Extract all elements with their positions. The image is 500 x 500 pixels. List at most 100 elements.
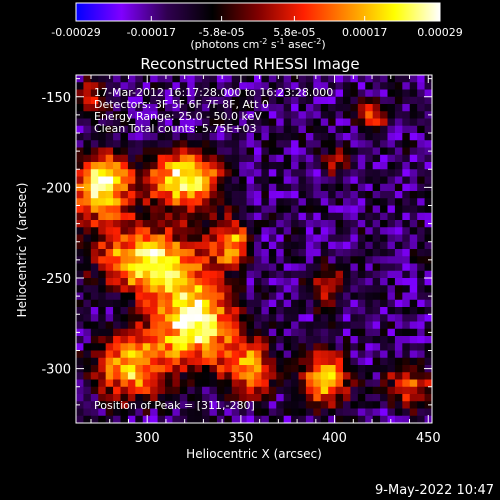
heatmap-cell — [276, 162, 285, 170]
heatmap-cell — [365, 321, 374, 330]
heatmap-cell — [357, 75, 366, 83]
heatmap-cell — [194, 372, 203, 380]
heatmap-cell — [417, 111, 425, 119]
heatmap-cell — [372, 183, 381, 192]
heatmap-cell — [113, 183, 121, 192]
heatmap-cell — [76, 350, 84, 359]
heatmap-cell — [268, 256, 277, 264]
heatmap-cell — [417, 343, 425, 351]
heatmap-cell — [165, 234, 173, 243]
heatmap-cell — [417, 336, 425, 344]
heatmap-cell — [105, 336, 114, 344]
heatmap-cell — [83, 125, 92, 134]
heatmap-cell — [380, 234, 388, 243]
heatmap-cell — [298, 314, 307, 322]
heatmap-cell — [142, 365, 151, 373]
heatmap-cell — [209, 372, 218, 380]
heatmap-cell — [365, 307, 374, 315]
heatmap-cell — [127, 321, 136, 330]
heatmap-cell — [305, 191, 314, 199]
heatmap-cell — [335, 176, 344, 185]
heatmap-cell — [246, 328, 255, 337]
heatmap-cell — [105, 249, 114, 257]
heatmap-cell — [394, 408, 403, 417]
heatmap-cell — [187, 278, 196, 286]
heatmap-cell — [194, 82, 203, 90]
heatmap-cell — [105, 357, 114, 366]
heatmap-cell — [261, 343, 270, 351]
heatmap-cell — [231, 154, 240, 163]
heatmap-cell — [98, 154, 107, 163]
heatmap-cell — [209, 234, 218, 243]
heatmap-cell — [298, 336, 307, 344]
heatmap-cell — [202, 314, 210, 322]
heatmap-cell — [283, 365, 292, 373]
heatmap-cell — [335, 350, 344, 359]
heatmap-cell — [254, 205, 262, 214]
heatmap-cell — [328, 133, 336, 141]
heatmap-cell — [350, 191, 359, 199]
heatmap-cell — [90, 307, 99, 315]
heatmap-cell — [350, 205, 359, 214]
heatmap-cell — [157, 357, 166, 366]
heatmap-cell — [142, 270, 151, 279]
heatmap-cell — [380, 241, 388, 250]
heatmap-cell — [113, 205, 121, 214]
heatmap-cell — [268, 408, 277, 417]
heatmap-cell — [417, 270, 425, 279]
heatmap-cell — [216, 328, 225, 337]
heatmap-cell — [417, 176, 425, 185]
heatmap-cell — [165, 205, 173, 214]
heatmap-cell — [231, 321, 240, 330]
heatmap-cell — [172, 328, 181, 337]
heatmap-cell — [165, 96, 173, 105]
heatmap-cell — [224, 205, 233, 214]
heatmap-cell — [202, 321, 210, 330]
heatmap-cell — [172, 343, 181, 351]
heatmap-cell — [335, 415, 344, 424]
heatmap-cell — [127, 176, 136, 185]
heatmap-cell — [335, 104, 344, 112]
heatmap-cell — [187, 292, 196, 301]
heatmap-cell — [194, 75, 203, 83]
heatmap-cell — [380, 321, 388, 330]
heatmap-cell — [298, 227, 307, 235]
heatmap-cell — [328, 191, 336, 199]
heatmap-cell — [165, 350, 173, 359]
heatmap-cell — [194, 89, 203, 98]
heatmap-cell — [105, 220, 114, 228]
heatmap-cell — [372, 104, 381, 112]
heatmap-cell — [120, 408, 129, 417]
heatmap-cell — [387, 350, 396, 359]
heatmap-cell — [276, 169, 285, 177]
heatmap-cell — [76, 263, 84, 272]
heatmap-cell — [127, 118, 136, 127]
heatmap-cell — [98, 292, 107, 301]
heatmap-cell — [313, 292, 322, 301]
heatmap-cell — [83, 270, 92, 279]
heatmap-cell — [157, 183, 166, 192]
heatmap-cell — [246, 292, 255, 301]
heatmap-cell — [276, 357, 285, 366]
heatmap-cell — [313, 111, 322, 119]
heatmap-cell — [305, 234, 314, 243]
heatmap-cell — [261, 205, 270, 214]
heatmap-cell — [276, 176, 285, 185]
heatmap-cell — [402, 307, 411, 315]
heatmap-cell — [298, 82, 307, 90]
heatmap-cell — [209, 343, 218, 351]
heatmap-cell — [216, 241, 225, 250]
heatmap-cell — [298, 278, 307, 286]
heatmap-cell — [417, 198, 425, 206]
heatmap-cell — [216, 299, 225, 308]
heatmap-cell — [409, 350, 418, 359]
heatmap-cell — [209, 299, 218, 308]
heatmap-cell — [387, 321, 396, 330]
heatmap-cell — [105, 263, 114, 272]
heatmap-cell — [387, 96, 396, 105]
heatmap-cell — [105, 133, 114, 141]
heatmap-cell — [276, 154, 285, 163]
heatmap-cell — [380, 162, 388, 170]
heatmap-cell — [268, 270, 277, 279]
heatmap-cell — [305, 118, 314, 127]
